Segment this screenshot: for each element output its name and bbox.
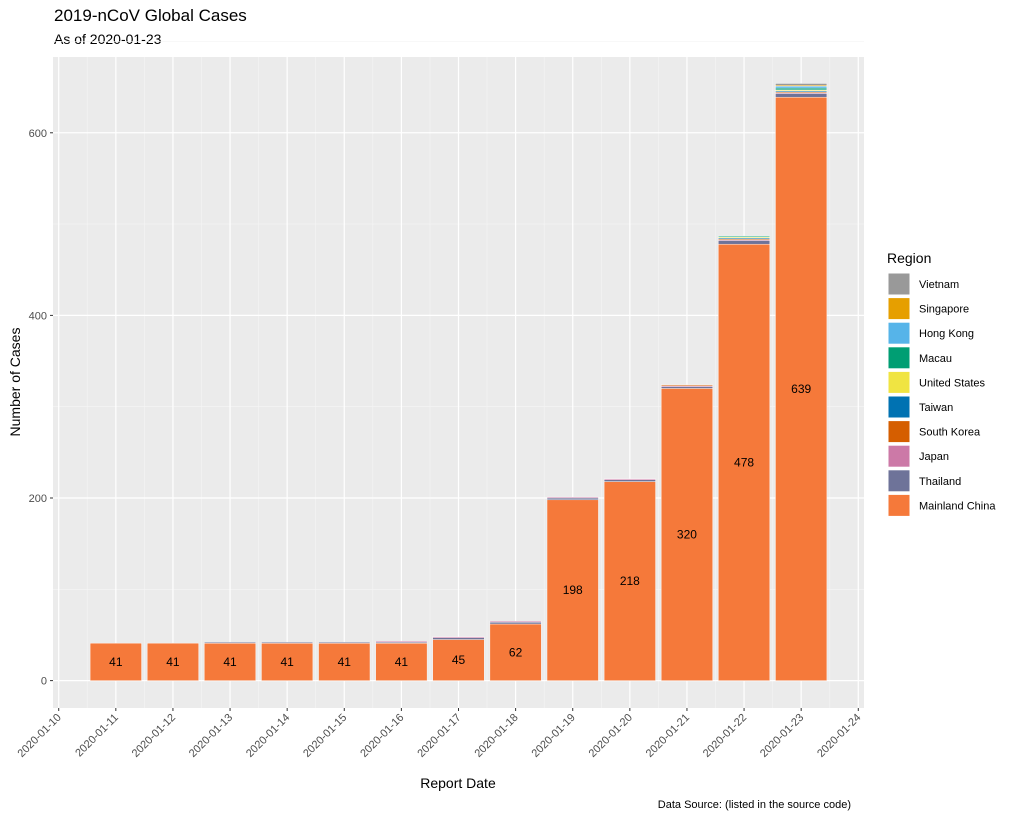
legend-swatch	[887, 420, 911, 444]
bar-segment-thailand	[432, 637, 485, 640]
bar-segment-mainland-china	[661, 388, 713, 681]
bar-segment-vietnam	[775, 83, 828, 86]
bar-segment-macau	[775, 87, 828, 91]
bar-label: 41	[109, 655, 123, 669]
bar-segment-mainland-china	[147, 642, 199, 681]
chart-subtitle: As of 2020-01-23	[54, 31, 162, 47]
legend-label: South Korea	[919, 427, 981, 439]
x-tick-label: 2020-01-16	[358, 712, 406, 760]
y-tick-label: 400	[29, 310, 47, 322]
bar-segment-japan	[546, 496, 599, 499]
x-tick-label: 2020-01-15	[301, 712, 349, 760]
bar-label: 198	[563, 583, 583, 597]
legend-swatch	[887, 469, 911, 493]
bar-label: 218	[620, 574, 640, 588]
bar-segment-mainland-china	[432, 639, 485, 681]
bar-segment-japan	[603, 478, 656, 480]
caption: Data Source: (listed in the source code)	[658, 799, 851, 811]
legend-swatch	[887, 321, 911, 345]
bar-segment-mainland-china	[204, 642, 256, 681]
bar-segment-thailand	[546, 497, 599, 501]
x-tick-label: 2020-01-10	[16, 712, 64, 760]
x-tick-label: 2020-01-17	[415, 712, 463, 760]
bar-segment-thailand	[489, 621, 542, 625]
x-tick-label: 2020-01-12	[130, 712, 178, 760]
legend-swatch	[887, 272, 911, 296]
bar-label: 41	[338, 655, 352, 669]
chart-title: 2019-nCoV Global Cases	[54, 6, 247, 25]
bar-segment-thailand	[603, 479, 656, 482]
legend-label: Taiwan	[919, 402, 953, 414]
bar-segment-thailand	[775, 93, 828, 98]
bar-label: 320	[677, 528, 697, 542]
bar-segment-japan	[489, 621, 542, 623]
legend-label: Thailand	[919, 476, 961, 488]
bar-segment-mainland-china	[775, 96, 828, 681]
legend-label: Mainland China	[919, 500, 996, 512]
bar-label: 478	[734, 455, 754, 469]
bar-segment-thailand	[661, 386, 713, 389]
bar-segment-mainland-china	[718, 243, 770, 681]
y-tick-label: 0	[41, 676, 47, 688]
bar-segment-thailand	[204, 642, 256, 644]
x-tick-label: 2020-01-11	[73, 712, 121, 760]
legend-swatch	[887, 493, 911, 517]
legend-swatch	[887, 444, 911, 468]
legend-title: Region	[887, 250, 931, 266]
bar-segment-thailand	[318, 642, 371, 644]
bar-segment-mainland-china	[318, 642, 371, 681]
bar-segment-mainland-china	[603, 481, 656, 681]
legend-label: Singapore	[919, 304, 969, 316]
bar-segment-japan	[375, 641, 428, 643]
y-axis-title: Number of Cases	[7, 328, 23, 437]
bar-segment-thailand	[718, 240, 770, 245]
bar-segment-thailand	[261, 642, 314, 644]
x-tick-label: 2020-01-22	[701, 712, 749, 760]
legend-swatch	[887, 297, 911, 321]
x-tick-label: 2020-01-20	[587, 712, 635, 760]
bar-segment-south-korea	[661, 384, 713, 386]
legend-swatch	[887, 395, 911, 419]
y-tick-label: 200	[29, 493, 47, 505]
x-tick-label: 2020-01-14	[244, 712, 292, 760]
bar-label: 45	[452, 653, 466, 667]
x-tick-label: 2020-01-23	[758, 712, 806, 760]
legend-label: Macau	[919, 353, 952, 365]
bar-segment-mainland-china	[261, 642, 314, 681]
bar-segment-mainland-china	[546, 499, 599, 681]
legend-swatch	[887, 370, 911, 394]
bar-segment-hong-kong	[775, 86, 828, 89]
legend-label: Hong Kong	[919, 328, 974, 340]
bar-segment-macau	[718, 235, 770, 238]
x-tick-label: 2020-01-18	[472, 712, 520, 760]
legend-swatch	[887, 346, 911, 370]
x-tick-label: 2020-01-24	[815, 712, 863, 760]
bar-label: 41	[223, 655, 237, 669]
y-tick-label: 600	[29, 128, 47, 140]
x-tick-label: 2020-01-21	[644, 712, 692, 760]
bar-label: 62	[509, 645, 523, 659]
x-tick-label: 2020-01-19	[530, 712, 578, 760]
bar-segment-mainland-china	[89, 642, 142, 681]
bar-label: 41	[280, 655, 294, 669]
legend-label: United States	[919, 377, 986, 389]
bar-label: 639	[791, 382, 811, 396]
x-axis-title: Report Date	[420, 775, 496, 791]
bar-segment-japan	[432, 636, 485, 638]
bar-segment-mainland-china	[375, 642, 428, 681]
legend-label: Japan	[919, 451, 949, 463]
bar-label: 41	[395, 655, 409, 669]
legend-label: Vietnam	[919, 279, 959, 291]
x-tick-label: 2020-01-13	[187, 712, 235, 760]
bar-label: 41	[166, 655, 180, 669]
